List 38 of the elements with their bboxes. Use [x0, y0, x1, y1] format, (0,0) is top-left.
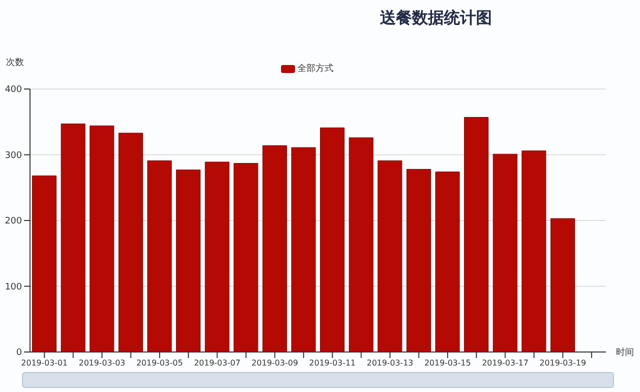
x-tick-label: 2019-03-05 [136, 358, 183, 368]
bar [176, 170, 201, 352]
chart-title: 送餐数据统计图 [380, 8, 492, 29]
bar [90, 126, 114, 352]
bar [522, 150, 546, 352]
y-tick-label: 400 [4, 85, 22, 96]
bar [550, 218, 575, 352]
x-tick-label: 2019-03-09 [252, 358, 298, 368]
bar [262, 145, 287, 352]
y-tick-label: 0 [16, 348, 22, 358]
y-tick-label: 200 [4, 216, 22, 227]
x-tick-label: 2019-03-15 [424, 358, 471, 368]
bar [348, 137, 374, 352]
y-tick-label: 300 [4, 150, 22, 161]
bar [464, 117, 489, 352]
text: 全部方式 [298, 62, 334, 75]
bar [435, 172, 460, 352]
bar [118, 132, 143, 352]
x-axis-title: 时间 [616, 346, 634, 359]
bar [378, 160, 402, 352]
bar [406, 168, 431, 352]
x-tick-label: 2019-03-03 [78, 358, 126, 368]
bar [234, 163, 258, 352]
x-tick-label: 2019-03-13 [366, 358, 414, 368]
bar [147, 160, 172, 352]
bar [291, 147, 316, 352]
x-tick-label: 2019-03-01 [21, 358, 68, 368]
bar [204, 162, 230, 352]
x-tick-label: 2019-03-19 [540, 358, 586, 368]
y-axis-title: 次数 [6, 56, 24, 69]
bar [320, 128, 345, 352]
y-tick-label: 100 [4, 282, 22, 292]
bar [492, 154, 518, 352]
x-tick-label: 2019-03-17 [482, 358, 528, 368]
x-tick-label: 2019-03-07 [194, 358, 240, 368]
bar [32, 176, 57, 352]
bar [60, 124, 86, 352]
x-tick-label: 2019-03-11 [309, 358, 356, 368]
